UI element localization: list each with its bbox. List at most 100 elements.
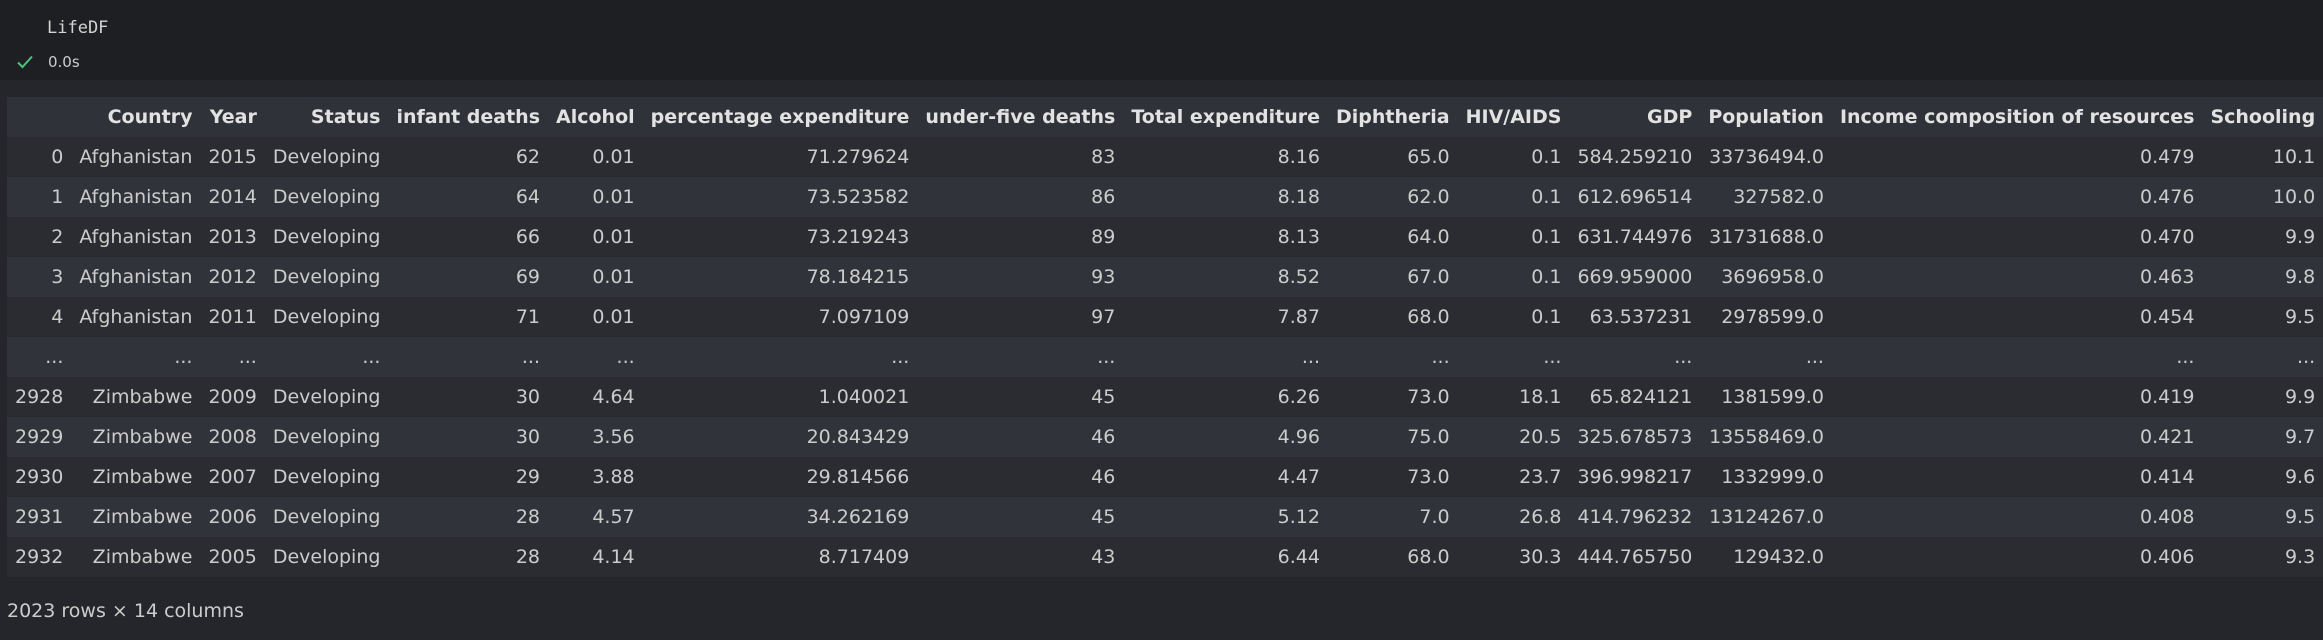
table-cell: Afghanistan (79, 266, 193, 288)
table-cell: Developing (272, 186, 381, 208)
table-row: 3 Afghanistan 2012 Developing 69 0.01 78.18421… (7, 257, 2323, 297)
row-index: 2929 (15, 426, 64, 448)
column-header: Diphtheria (1327, 97, 1458, 137)
table-cell: 78.184215 (806, 266, 910, 288)
table-cell: Developing (272, 546, 381, 568)
table-cell: 0.1 (1531, 226, 1562, 248)
table-cell: 5.12 (1277, 506, 1320, 528)
table-cell: 33736494.0 (1709, 146, 1824, 168)
table-cell: ... (2176, 346, 2195, 368)
table-cell: 0.01 (592, 146, 635, 168)
row-index: 2930 (15, 466, 64, 488)
table-cell: 631.744976 (1577, 226, 1693, 248)
table-cell: 327582.0 (1733, 186, 1824, 208)
table-cell: ... (174, 346, 193, 368)
column-header: under-five deaths (917, 97, 1124, 137)
table-cell: 13558469.0 (1709, 426, 1824, 448)
table-cell: 65.824121 (1589, 386, 1693, 408)
table-cell: 7.0 (1419, 506, 1450, 528)
table-cell: 8.13 (1277, 226, 1320, 248)
table-cell: 18.1 (1519, 386, 1562, 408)
row-index: 2 (51, 226, 64, 248)
table-cell: 69 (515, 266, 541, 288)
table-cell: 73.0 (1407, 466, 1450, 488)
table-cell: ... (1674, 346, 1693, 368)
table-cell: 7.097109 (818, 306, 910, 328)
table-cell: Zimbabwe (92, 426, 193, 448)
table-cell: 2013 (208, 226, 257, 248)
table-cell: 71.279624 (806, 146, 910, 168)
table-cell: 13124267.0 (1709, 506, 1824, 528)
table-cell: 0.01 (592, 186, 635, 208)
table-cell: 9.3 (2284, 546, 2316, 568)
cell-output: Country Year Status infant deaths Alcohol per… (0, 80, 2323, 640)
table-cell: 93 (1091, 266, 1116, 288)
table-row: 2 Afghanistan 2013 Developing 66 0.01 73.21924… (7, 217, 2323, 257)
dataframe-table: Country Year Status infant deaths Alcohol per… (7, 97, 2323, 577)
table-cell: ... (362, 346, 381, 368)
table-cell: 1.040021 (818, 386, 910, 408)
table-cell: Developing (272, 386, 381, 408)
table-cell: 46 (1091, 466, 1116, 488)
table-cell: 62 (515, 146, 541, 168)
table-cell: 3.88 (592, 466, 635, 488)
table-cell: 0.01 (592, 266, 635, 288)
row-index: 0 (51, 146, 64, 168)
table-cell: Zimbabwe (92, 466, 193, 488)
execution-status: 0.0s (16, 53, 80, 71)
table-cell: 64 (515, 186, 541, 208)
table-cell: ... (1805, 346, 1824, 368)
table-cell: 0.454 (2140, 306, 2195, 328)
table-cell: 9.5 (2284, 506, 2316, 528)
column-header: Country (71, 97, 201, 137)
table-cell: 584.259210 (1577, 146, 1693, 168)
table-cell: 4.96 (1277, 426, 1320, 448)
column-header: Alcohol (548, 97, 643, 137)
table-cell: 2008 (208, 426, 257, 448)
table-cell: 2015 (208, 146, 257, 168)
table-row: 2928 Zimbabwe 2009 Developing 30 4.64 1.040021… (7, 377, 2323, 417)
table-cell: 20.843429 (806, 426, 910, 448)
table-cell: ... (1431, 346, 1450, 368)
table-cell: Zimbabwe (92, 506, 193, 528)
table-cell: 29.814566 (806, 466, 910, 488)
column-header: HIV/AIDS (1457, 97, 1570, 137)
table-cell: 73.219243 (806, 226, 910, 248)
table-row: ........................................… (7, 337, 2323, 377)
table-row: 2929 Zimbabwe 2008 Developing 30 3.56 20.84342… (7, 417, 2323, 457)
table-cell: 8.52 (1277, 266, 1320, 288)
code-cell[interactable]: LifeDF 0.0s (0, 0, 2323, 80)
table-cell: 45 (1091, 386, 1116, 408)
table-cell: 71 (515, 306, 541, 328)
table-cell: 0.406 (2140, 546, 2195, 568)
table-cell: 4.47 (1277, 466, 1320, 488)
table-cell: 2009 (208, 386, 257, 408)
table-cell: 3696958.0 (1721, 266, 1824, 288)
table-cell: 8.717409 (818, 546, 910, 568)
row-index: 2928 (15, 386, 64, 408)
table-cell: 0.1 (1531, 266, 1562, 288)
table-cell: 2012 (208, 266, 257, 288)
table-cell: 75.0 (1407, 426, 1450, 448)
column-header: Status (264, 97, 389, 137)
table-cell: Developing (272, 146, 381, 168)
code-line[interactable]: LifeDF (47, 18, 109, 38)
table-cell: ... (1097, 346, 1116, 368)
table-cell: ... (238, 346, 257, 368)
table-cell: 0.1 (1531, 186, 1562, 208)
table-cell: 0.476 (2140, 186, 2195, 208)
table-cell: 28 (515, 506, 541, 528)
column-header: Population (1700, 97, 1832, 137)
table-cell: 20.5 (1519, 426, 1562, 448)
table-cell: 325.678573 (1577, 426, 1693, 448)
table-cell: 9.8 (2284, 266, 2316, 288)
dataframe-shape: 2023 rows × 14 columns (7, 600, 244, 622)
index-header (7, 97, 72, 137)
table-header-row: Country Year Status infant deaths Alcohol per… (7, 97, 2323, 137)
table-cell: 43 (1091, 546, 1116, 568)
column-header: Total expenditure (1123, 97, 1328, 137)
table-cell: 2011 (208, 306, 257, 328)
table-row: 2932 Zimbabwe 2005 Developing 28 4.14 8.717409… (7, 537, 2323, 577)
table-cell: 67.0 (1407, 266, 1450, 288)
table-cell: ... (2297, 346, 2316, 368)
